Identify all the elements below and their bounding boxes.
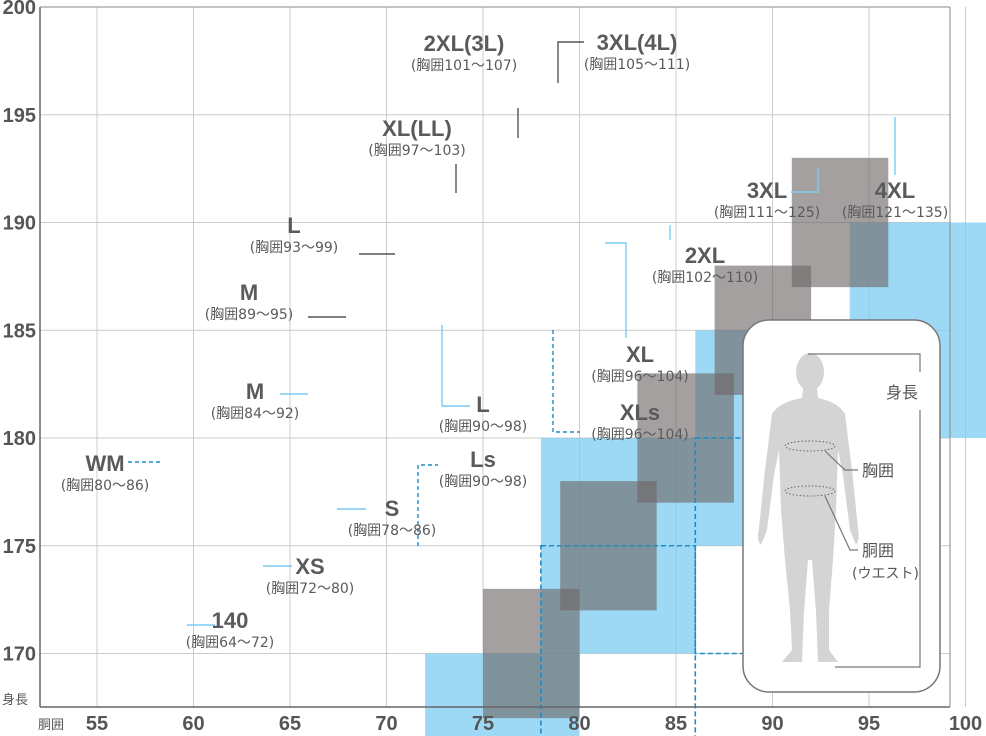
x-tick-label: 65 (279, 713, 301, 735)
y-tick-label: 180 (3, 428, 36, 450)
alt-label-chest: (胸囲105〜111) (584, 57, 690, 73)
alt-label-chest: (胸囲97〜103) (368, 143, 465, 159)
y-tick-label: 175 (3, 536, 36, 558)
label-m-name: M (246, 379, 264, 404)
short-label-xls-chest: (胸囲96〜104) (591, 427, 688, 443)
figure-waist-label: 胴囲 (862, 541, 894, 560)
label-s-chest: (胸囲78〜86) (348, 523, 437, 539)
alt-label-name: M (240, 280, 258, 305)
short-label-xls-leader (552, 330, 580, 433)
x-tick-label: 70 (375, 713, 397, 735)
axes (39, 6, 951, 708)
short-label-ls-leader (417, 464, 438, 546)
y-tick-label: 170 (3, 644, 36, 666)
alt-label-name: 3XL(4L) (597, 30, 678, 55)
alt-label-chest: (胸囲101〜107) (411, 58, 517, 74)
label-4xl-name: 4XL (875, 178, 915, 203)
x-tick-label: 85 (665, 713, 687, 735)
alt-label-name: 2XL(3L) (424, 31, 505, 56)
label-s-name: S (385, 496, 400, 521)
measurement-figure-legend: 身長 胸囲 胴囲 (ウエスト) (742, 319, 941, 693)
label-3xl-chest: (胸囲111〜125) (714, 205, 820, 221)
label-xl-chest: (胸囲96〜104) (591, 369, 688, 385)
figure-chest-label: 胸囲 (862, 461, 894, 480)
short-size-box-ls (540, 544, 697, 736)
size-labels: 140 (胸囲64〜72) XS (胸囲72〜80) S (胸囲78〜86) M (胸囲84〜… (61, 30, 948, 651)
body-silhouette-icon (757, 353, 859, 662)
label-3xl-name: 3XL (747, 178, 787, 203)
short-label-wm-name: WM (85, 451, 124, 476)
alt-label-chest: (胸囲93〜99) (250, 240, 339, 256)
label-140-name: 140 (212, 608, 249, 633)
height-bracket-bottom (835, 410, 921, 668)
alt-label-leader (557, 41, 584, 83)
x-axis-label: 胴囲 (38, 718, 64, 733)
alt-label-name: L (287, 213, 300, 238)
label-4xl-chest: (胸囲121〜135) (842, 205, 948, 221)
leader-lines (128, 41, 896, 626)
x-tick-label: 60 (182, 713, 204, 735)
x-tick-label: 95 (858, 713, 880, 735)
short-label-ls-name: Ls (470, 447, 496, 472)
x-tick-label: 80 (568, 713, 590, 735)
x-tick-label: 100 (949, 713, 982, 735)
height-bracket-top (808, 353, 921, 372)
waist-leader (824, 495, 858, 551)
x-tick-label: 90 (761, 713, 783, 735)
label-2xl-chest: (胸囲102〜110) (652, 270, 758, 286)
label-2xl-name: 2XL (685, 243, 725, 268)
label-xl-leader (605, 242, 627, 338)
alt-size-box (791, 157, 889, 288)
y-tick-label: 200 (3, 0, 36, 19)
label-xs-name: XS (295, 554, 324, 579)
tick-labels: 1401451501551601651701751801851901952005… (3, 0, 983, 735)
short-label-wm-chest: (胸囲80〜86) (61, 478, 150, 494)
label-l-leader (441, 325, 470, 407)
label-xs-chest: (胸囲72〜80) (266, 581, 355, 597)
y-tick-label: 190 (3, 213, 36, 235)
alt-label-chest: (胸囲89〜95) (205, 307, 294, 323)
x-tick-label: 55 (86, 713, 108, 735)
label-140-chest: (胸囲64〜72) (186, 635, 275, 651)
label-m-chest: (胸囲84〜92) (211, 406, 300, 422)
figure-frame (742, 319, 941, 693)
y-axis-label: 身長 (2, 692, 28, 708)
chest-ring (784, 440, 836, 452)
short-label-ls-chest: (胸囲90〜98) (439, 474, 528, 490)
label-l-name: L (476, 392, 489, 417)
figure-waist-sub-label: (ウエスト) (852, 566, 919, 582)
label-xl-name: XL (626, 342, 654, 367)
label-3xl-leader (791, 168, 819, 193)
waist-ring (784, 485, 836, 497)
x-tick-label: 75 (472, 713, 494, 735)
y-tick-label: 195 (3, 105, 36, 127)
alt-label-name: XL(LL) (382, 116, 452, 141)
figure-height-label: 身長 (886, 383, 918, 402)
label-l-chest: (胸囲90〜98) (439, 419, 528, 435)
chest-leader (824, 450, 858, 471)
y-tick-label: 185 (3, 320, 36, 342)
short-label-xls-name: XLs (620, 400, 660, 425)
